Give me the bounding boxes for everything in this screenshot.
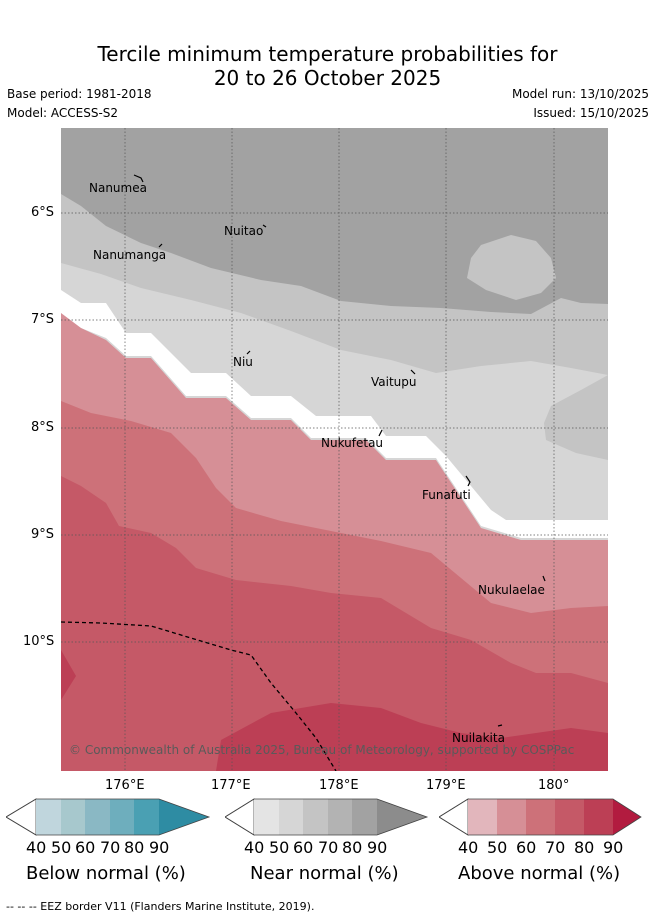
cbar-near-swatch-90: [377, 799, 427, 835]
copyright-notice: © Commonwealth of Australia 2025, Bureau…: [69, 743, 574, 757]
map-title-line1: Tercile minimum temperature probabilitie…: [97, 42, 558, 66]
island-label-funafuti: Funafuti: [422, 488, 471, 502]
cbar-near-tick-60: 60: [293, 838, 314, 857]
island-label-nanumea: Nanumea: [89, 181, 147, 195]
cbar-above-swatch-90: [613, 799, 641, 835]
eez-border: [61, 621, 337, 771]
cbar-below-tick-70: 70: [100, 838, 121, 857]
lat-label-9s: 9°S: [31, 527, 55, 542]
lon-label-177e: 177°E: [211, 778, 251, 793]
cbar-above-tick-60: 60: [516, 838, 537, 857]
colorbar-near-normal: [225, 798, 429, 836]
cbar-above-title: Above normal (%): [458, 863, 621, 884]
cbar-below-swatch-50: [61, 799, 85, 835]
cbar-below-tick-80: 80: [124, 838, 145, 857]
lon-label-180: 180°: [538, 778, 570, 793]
lat-label-6s: 6°S: [31, 205, 55, 220]
issued-date: Issued: 15/10/2025: [533, 106, 649, 120]
island-label-nukufetau: Nukufetau: [321, 436, 383, 450]
cbar-near-swatch-60: [303, 799, 328, 835]
lon-label-176e: 176°E: [105, 778, 145, 793]
cbar-above-swatch-50: [497, 799, 526, 835]
cbar-above-swatch-80: [584, 799, 613, 835]
cbar-below-tick-60: 60: [75, 838, 96, 857]
cbar-near-swatch-70: [328, 799, 352, 835]
cbar-near-tick-80: 80: [342, 838, 363, 857]
model-run: Model run: 13/10/2025: [511, 87, 649, 101]
cbar-near-swatch-50: [279, 799, 303, 835]
cbar-below-swatch-70: [110, 799, 134, 835]
island-label-vaitupu: Vaitupu: [371, 375, 417, 389]
cbar-above-swatch-70: [555, 799, 584, 835]
cbar-below-swatch-40: [36, 799, 61, 835]
cbar-above-swatch-60: [526, 799, 555, 835]
colorbar-above-normal: [439, 798, 642, 836]
cbar-above-tick-80: 80: [574, 838, 595, 857]
above-normal-70-region: [61, 476, 608, 771]
cbar-near-swatch-40: [254, 799, 279, 835]
lon-label-179e: 179°E: [426, 778, 466, 793]
cbar-near-tick-50: 50: [269, 838, 290, 857]
cbar-near-tick-70: 70: [318, 838, 339, 857]
cbar-below-swatch-90: [159, 799, 209, 835]
lat-label-10s: 10°S: [23, 634, 55, 649]
island-label-nuitao: Nuitao: [224, 224, 263, 238]
lat-label-8s: 8°S: [31, 420, 55, 435]
model-name: Model: ACCESS-S2: [7, 106, 119, 120]
cbar-below-tick-90: 90: [149, 838, 170, 857]
cbar-near-tick-40: 40: [244, 838, 265, 857]
base-period: Base period: 1981-2018: [7, 87, 152, 101]
island-label-nukulaelae: Nukulaelae: [478, 583, 545, 597]
cbar-above-tick-70: 70: [545, 838, 566, 857]
probability-map: Nanumea Nuitao Nanumanga Niu Vaitupu Nuk…: [61, 128, 608, 771]
cbar-near-title: Near normal (%): [250, 863, 399, 884]
eez-legend-footer: -- -- -- EEZ border V11 (Flanders Marine…: [6, 900, 315, 913]
colorbar-below-normal: [6, 798, 211, 836]
cbar-near-swatch-80: [352, 799, 377, 835]
cbar-above-tick-90: 90: [603, 838, 624, 857]
island-shapes: [133, 174, 546, 727]
cbar-above-tick-40: 40: [458, 838, 479, 857]
cbar-below-swatch-80: [134, 799, 159, 835]
lon-label-178e: 178°E: [319, 778, 359, 793]
island-label-niu: Niu: [233, 355, 253, 369]
island-label-nuilakita: Nuilakita: [452, 731, 505, 745]
graticule: [61, 128, 608, 771]
lat-label-7s: 7°S: [31, 312, 55, 327]
cbar-above-swatch-40: [468, 799, 497, 835]
above-normal-80-region: [216, 703, 608, 771]
island-label-nanumanga: Nanumanga: [93, 248, 166, 262]
cbar-above-tick-50: 50: [487, 838, 508, 857]
cbar-below-tick-50: 50: [51, 838, 72, 857]
map-title-line2: 20 to 26 October 2025: [213, 66, 442, 90]
cbar-below-swatch-60: [85, 799, 110, 835]
cbar-near-tick-90: 90: [367, 838, 388, 857]
cbar-below-title: Below normal (%): [26, 863, 186, 884]
cbar-below-tick-40: 40: [26, 838, 47, 857]
